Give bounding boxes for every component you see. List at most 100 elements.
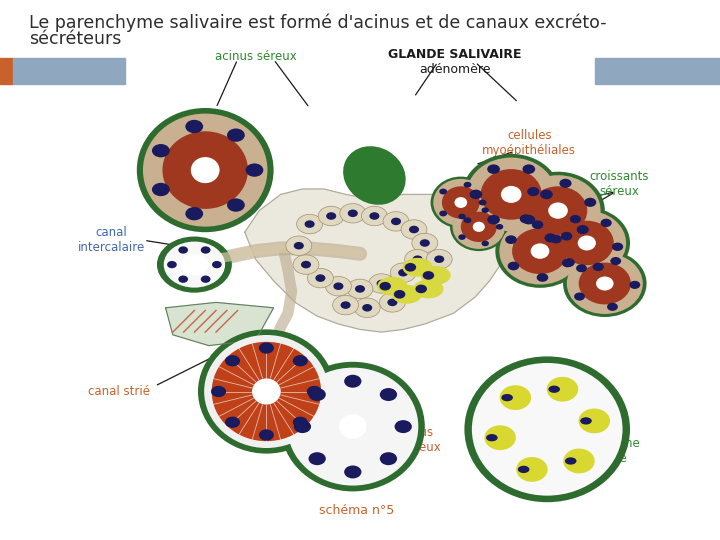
Circle shape — [333, 282, 343, 290]
Circle shape — [227, 129, 245, 142]
Circle shape — [362, 304, 372, 312]
Circle shape — [163, 241, 225, 288]
Text: adénomère: adénomère — [419, 63, 491, 76]
Ellipse shape — [467, 158, 556, 231]
Circle shape — [344, 465, 361, 478]
Circle shape — [505, 235, 517, 244]
Ellipse shape — [464, 356, 630, 502]
Circle shape — [570, 215, 581, 224]
Circle shape — [520, 214, 532, 224]
Circle shape — [379, 452, 397, 465]
Circle shape — [412, 233, 438, 253]
Circle shape — [293, 355, 307, 367]
Ellipse shape — [512, 228, 568, 274]
Circle shape — [379, 388, 397, 401]
Circle shape — [423, 271, 434, 280]
Ellipse shape — [442, 186, 480, 219]
Ellipse shape — [450, 202, 508, 251]
Circle shape — [309, 388, 326, 401]
Circle shape — [563, 258, 575, 267]
Ellipse shape — [567, 253, 643, 314]
Bar — [13, 58, 125, 84]
Ellipse shape — [485, 426, 516, 450]
Circle shape — [259, 429, 274, 441]
Ellipse shape — [518, 465, 529, 473]
Circle shape — [348, 210, 358, 217]
Ellipse shape — [565, 457, 577, 464]
Circle shape — [395, 420, 412, 433]
Circle shape — [464, 217, 472, 223]
Circle shape — [532, 220, 544, 229]
Circle shape — [561, 232, 572, 240]
Circle shape — [379, 282, 391, 291]
Circle shape — [286, 236, 312, 255]
Ellipse shape — [281, 362, 425, 491]
Circle shape — [523, 215, 535, 225]
Circle shape — [390, 263, 416, 282]
Ellipse shape — [516, 457, 548, 482]
Ellipse shape — [516, 175, 600, 246]
Circle shape — [469, 190, 482, 199]
Ellipse shape — [252, 379, 281, 404]
Circle shape — [508, 262, 519, 271]
Circle shape — [394, 290, 405, 299]
Circle shape — [167, 261, 177, 268]
Ellipse shape — [472, 363, 623, 496]
Circle shape — [479, 200, 487, 205]
Ellipse shape — [212, 342, 321, 441]
Circle shape — [361, 206, 387, 226]
Circle shape — [439, 211, 447, 217]
Ellipse shape — [143, 113, 267, 227]
Circle shape — [629, 281, 640, 289]
Circle shape — [387, 299, 397, 306]
Ellipse shape — [580, 417, 592, 424]
Ellipse shape — [431, 177, 491, 228]
Ellipse shape — [486, 434, 498, 441]
Ellipse shape — [402, 258, 433, 276]
Circle shape — [415, 285, 427, 293]
Ellipse shape — [198, 329, 335, 454]
Circle shape — [297, 214, 323, 234]
Circle shape — [482, 241, 489, 246]
Circle shape — [341, 301, 351, 309]
Circle shape — [584, 198, 596, 207]
Circle shape — [562, 259, 573, 267]
Circle shape — [379, 293, 405, 312]
Bar — [0, 58, 13, 84]
Circle shape — [607, 303, 618, 311]
Circle shape — [179, 246, 188, 254]
Ellipse shape — [531, 244, 549, 259]
Circle shape — [496, 224, 503, 230]
Ellipse shape — [596, 276, 613, 291]
Circle shape — [559, 179, 572, 188]
Polygon shape — [166, 302, 274, 346]
Circle shape — [576, 264, 587, 272]
Circle shape — [600, 219, 612, 227]
Circle shape — [405, 263, 416, 272]
Circle shape — [344, 375, 361, 388]
Ellipse shape — [137, 108, 274, 232]
Bar — [595, 58, 720, 84]
Circle shape — [201, 275, 210, 283]
Ellipse shape — [433, 179, 488, 226]
Circle shape — [333, 295, 359, 315]
Circle shape — [398, 269, 408, 276]
Ellipse shape — [549, 386, 560, 393]
Ellipse shape — [339, 414, 366, 439]
Ellipse shape — [511, 172, 605, 249]
Circle shape — [409, 226, 419, 233]
Circle shape — [185, 207, 203, 220]
Circle shape — [179, 275, 188, 283]
Circle shape — [459, 234, 466, 240]
Text: membrane
basale: membrane basale — [576, 437, 641, 465]
Ellipse shape — [343, 146, 405, 205]
Circle shape — [294, 420, 311, 433]
Circle shape — [413, 255, 423, 263]
Text: GLANDE SALIVAIRE: GLANDE SALIVAIRE — [388, 48, 522, 60]
Ellipse shape — [579, 408, 610, 433]
Circle shape — [347, 279, 373, 299]
Circle shape — [201, 246, 210, 254]
Ellipse shape — [547, 211, 626, 275]
Ellipse shape — [577, 235, 596, 251]
Circle shape — [369, 274, 395, 293]
